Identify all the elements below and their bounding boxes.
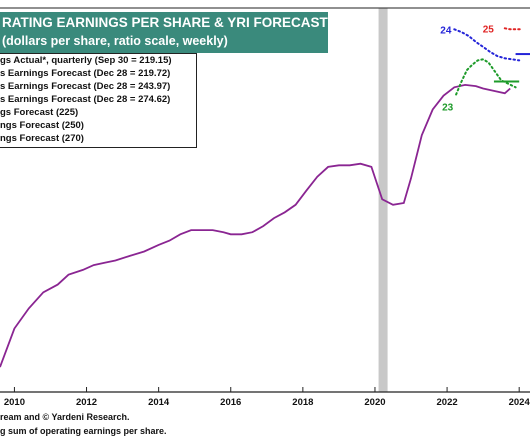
legend-entry-forecast-2025: s Earnings Forecast (Dec 28 = 274.62) [0, 94, 171, 105]
series-label-forecast_2023: 23 [442, 102, 454, 113]
x-tick-label: 2012 [76, 397, 97, 408]
legend-entry-target-225: gs Forecast (225) [0, 107, 79, 118]
x-tick-label: 2024 [509, 397, 530, 408]
legend-box: gs Actual*, quarterly (Sep 30 = 219.15) … [0, 53, 197, 148]
legend-entry-target-250: ngs Forecast (250) [0, 120, 84, 131]
source-note: ream and © Yardeni Research. [0, 412, 130, 422]
x-tick-label: 2014 [148, 397, 170, 408]
chart-title: RATING EARNINGS PER SHARE & YRI FORECAST… [2, 15, 337, 30]
legend-entry-forecast-2024: s Earnings Forecast (Dec 28 = 243.97) [0, 81, 171, 92]
x-tick-label: 2018 [292, 397, 313, 408]
x-tick-label: 2022 [437, 397, 458, 408]
series-line-forecast_2023 [455, 58, 517, 96]
x-tick-label: 2020 [364, 397, 385, 408]
x-tick-label: 2016 [220, 397, 241, 408]
legend-entry-target-270: ngs Forecast (270) [0, 133, 84, 144]
series-line-actual [0, 83, 511, 368]
legend-entry-forecast-2023: s Earnings Forecast (Dec 28 = 219.72) [0, 68, 171, 79]
footnote: g sum of operating earnings per share. [0, 426, 167, 436]
x-tick-label: 2010 [4, 397, 25, 408]
series-line-forecast_2025 [503, 27, 522, 31]
series-label-forecast_2024: 24 [440, 25, 452, 36]
series-line-forecast_2024 [453, 28, 521, 62]
chart-title-box: RATING EARNINGS PER SHARE & YRI FORECAST… [0, 12, 337, 53]
series-label-forecast_2025: 25 [483, 24, 495, 35]
chart-subtitle: (dollars per share, ratio scale, weekly) [2, 34, 228, 48]
legend-entry-actual: gs Actual*, quarterly (Sep 30 = 219.15) [0, 55, 172, 66]
